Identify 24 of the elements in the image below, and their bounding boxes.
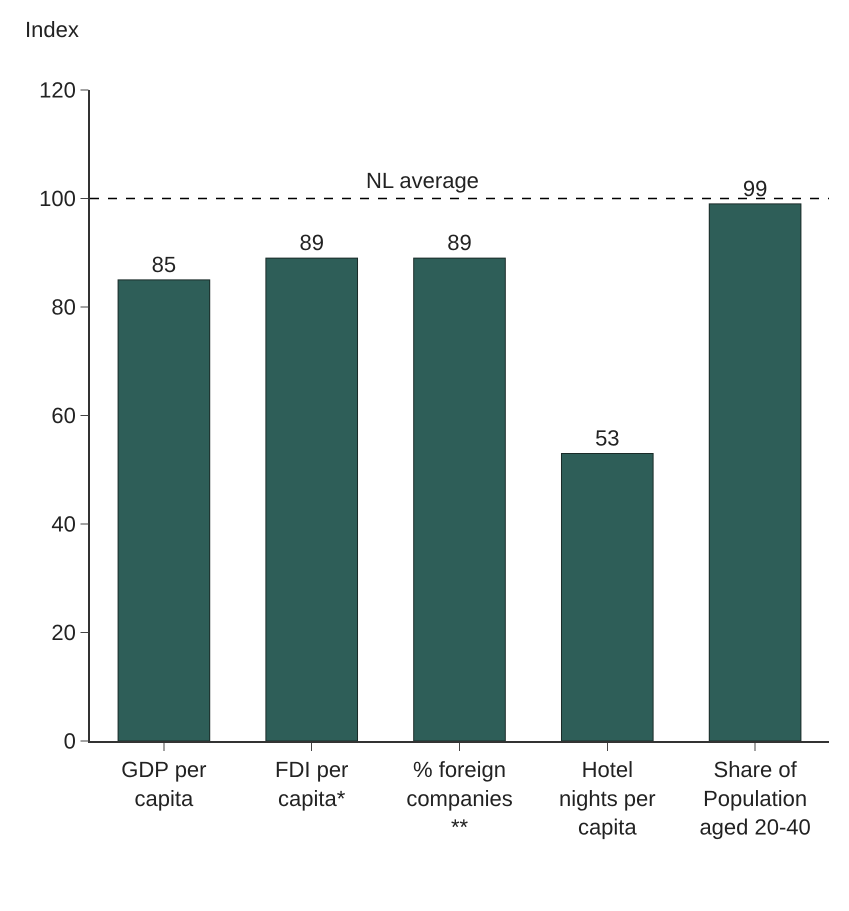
y-axis-title: Index [25, 17, 79, 42]
data-label: 85 [152, 252, 176, 277]
y-tick-label: 0 [64, 728, 76, 754]
data-label: 89 [299, 230, 324, 256]
y-tick-label: 100 [39, 186, 76, 212]
bar [265, 258, 358, 741]
bar [118, 279, 210, 741]
y-tick-label: 120 [39, 78, 76, 103]
bar [413, 258, 506, 741]
data-label: 53 [595, 425, 620, 450]
x-tick-label: Share of Population aged 20-40 [699, 757, 811, 840]
data-label: 89 [447, 230, 472, 256]
ref-line-label: NL average [366, 168, 479, 193]
y-tick-label: 40 [51, 512, 76, 537]
x-tick-label: Hotel nights per capita [558, 757, 656, 840]
x-tick-label: GDP per capita [121, 757, 206, 811]
x-tick-label: FDI per capita* [275, 757, 348, 811]
y-tick-label: 80 [51, 294, 76, 320]
x-tick-label: % foreign companies ** [406, 757, 513, 840]
bar [708, 203, 802, 741]
y-tick-label: 20 [51, 620, 76, 646]
data-label: 99 [742, 176, 768, 201]
y-tick-label: 60 [51, 403, 76, 428]
bar [560, 452, 654, 741]
